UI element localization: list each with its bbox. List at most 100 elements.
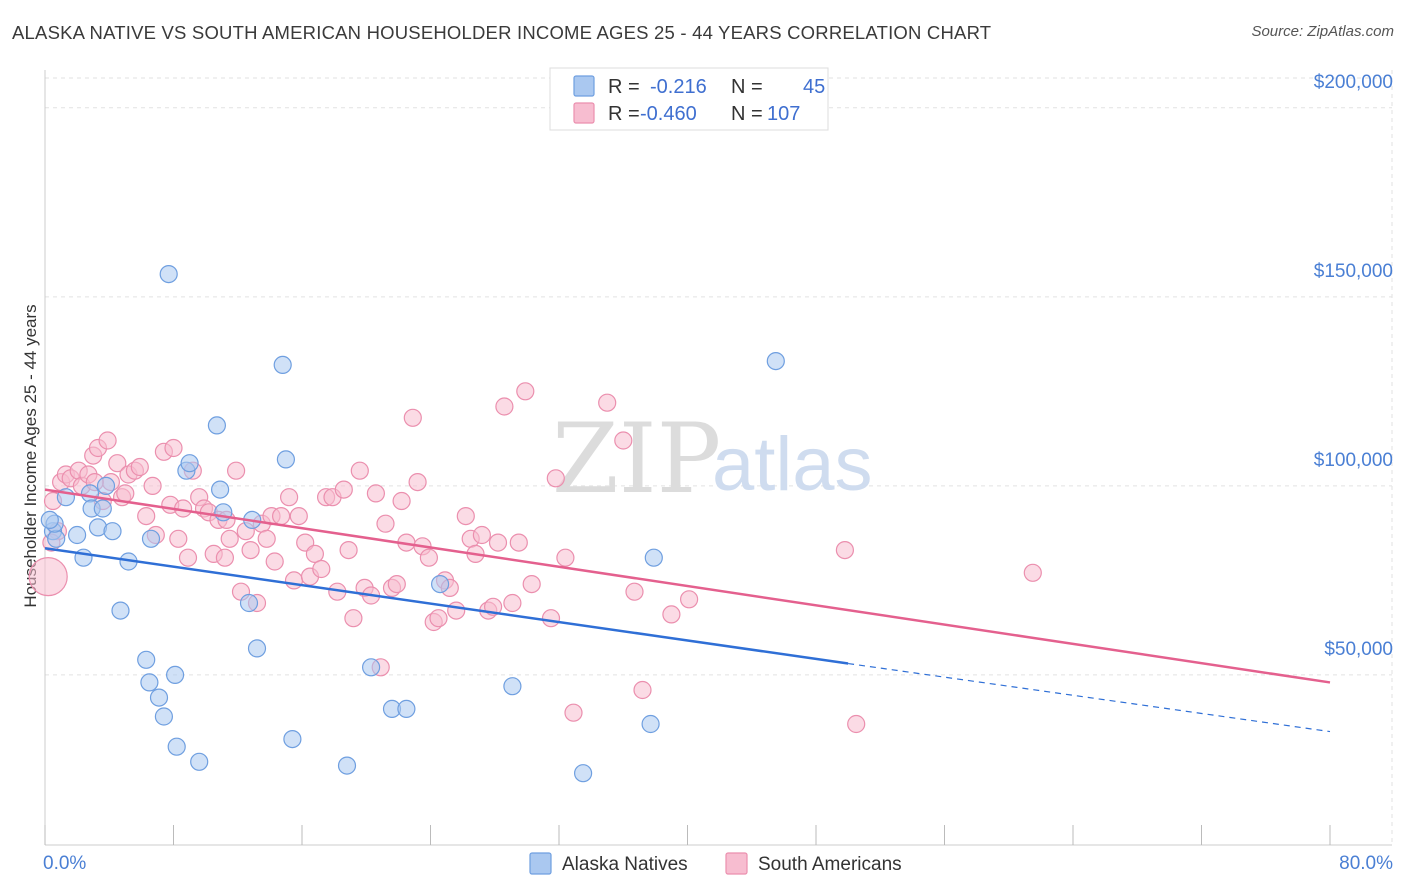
point-south-americans: [284, 571, 304, 590]
point-south-americans: [633, 680, 652, 700]
point-south-americans: [503, 593, 522, 613]
point-south-americans: [108, 454, 127, 473]
bottom-legend-label-alaska-natives: Alaska Natives: [562, 854, 688, 875]
point-south-americans: [541, 609, 561, 628]
point-alaska-natives: [431, 574, 450, 594]
point-south-americans: [488, 533, 508, 552]
point-south-americans: [137, 506, 156, 526]
trend-line-south-americans: [44, 488, 1331, 684]
bottom-legend-label-south-americans: South Americans: [758, 854, 902, 875]
point-south-americans: [241, 540, 260, 560]
bottom-legend-swatch-alaska-natives: [529, 852, 552, 875]
point-south-americans: [564, 703, 583, 722]
point-south-americans: [376, 514, 395, 533]
point-alaska-natives: [167, 737, 186, 756]
legend-swatch-south-americans: [573, 102, 595, 124]
chart-title: ALASKA NATIVE VS SOUTH AMERICAN HOUSEHOL…: [12, 22, 992, 43]
point-south-americans: [366, 484, 385, 503]
point-alaska-natives: [80, 484, 100, 503]
point-alaska-natives: [644, 548, 663, 567]
legend-r-value-2: -0.460: [640, 103, 697, 125]
point-alaska-natives: [180, 454, 199, 473]
legend-r-label-2: R =: [608, 103, 640, 125]
point-alaska-natives: [247, 639, 267, 658]
point-alaska-natives: [40, 510, 59, 530]
point-alaska-natives: [276, 450, 295, 469]
point-south-americans: [215, 548, 234, 567]
point-alaska-natives: [503, 677, 522, 696]
point-south-americans: [419, 548, 438, 567]
legend-n-value-1: 45: [803, 76, 825, 98]
stats-legend: R = -0.216 N = 45 R = -0.460 N = 107: [549, 67, 829, 131]
point-south-americans: [312, 559, 331, 579]
axes: $50,000 $100,000 $150,000 $200,000 0.0% 80.0%: [43, 70, 1393, 874]
point-south-americans: [334, 480, 353, 499]
point-south-americans: [546, 469, 565, 488]
watermark-atlas: atlas: [712, 422, 873, 507]
y-tick-label: $200,000: [1314, 72, 1393, 93]
point-south-americans: [164, 438, 183, 458]
point-south-americans: [1023, 563, 1042, 582]
point-south-americans: [392, 491, 411, 511]
legend-n-label-1: N =: [731, 76, 763, 98]
point-south-americans: [339, 540, 358, 560]
point-alaska-natives: [141, 529, 161, 548]
point-south-americans: [679, 590, 699, 609]
y-tick-label: $150,000: [1314, 261, 1393, 282]
point-alaska-natives: [766, 352, 785, 371]
point-south-americans: [227, 461, 246, 480]
point-south-americans: [847, 714, 866, 734]
point-south-americans: [625, 582, 644, 601]
x-tick-label-max: 80.0%: [1339, 853, 1393, 874]
point-alaska-natives: [96, 476, 116, 495]
point-alaska-natives: [67, 525, 87, 545]
point-alaska-natives: [140, 673, 159, 692]
point-alaska-natives: [573, 764, 593, 783]
point-south-americans: [447, 601, 466, 620]
point-south-americans: [257, 529, 276, 548]
y-axis-title: Householder Income Ages 25 - 44 years: [21, 304, 40, 607]
point-alaska-natives: [211, 480, 230, 499]
point-south-americans: [28, 556, 68, 597]
point-south-americans: [472, 525, 491, 545]
point-south-americans: [403, 408, 422, 427]
point-south-americans: [495, 397, 514, 416]
legend-r-value-1: -0.216: [650, 76, 707, 98]
point-south-americans: [169, 529, 188, 548]
point-alaska-natives: [641, 714, 660, 734]
point-alaska-natives: [337, 756, 357, 775]
point-south-americans: [387, 574, 406, 594]
point-alaska-natives: [397, 699, 416, 719]
point-alaska-natives: [273, 355, 292, 374]
point-south-americans: [220, 529, 239, 548]
watermark: ZIP atlas: [552, 403, 873, 515]
point-alaska-natives: [47, 529, 66, 548]
point-alaska-natives: [283, 729, 302, 749]
point-south-americans: [662, 605, 681, 624]
point-south-americans: [408, 473, 427, 492]
point-south-americans: [598, 393, 617, 412]
point-south-americans: [556, 548, 575, 567]
point-south-americans: [344, 609, 363, 628]
point-alaska-natives: [166, 665, 185, 685]
point-alaska-natives: [111, 601, 130, 620]
point-alaska-natives: [190, 752, 209, 771]
legend-swatch-alaska-natives: [573, 75, 595, 97]
point-south-americans: [265, 552, 284, 571]
point-alaska-natives: [159, 265, 178, 284]
bottom-legend-swatch-south-americans: [725, 852, 748, 875]
trend-lines: [44, 488, 1331, 733]
point-south-americans: [130, 457, 149, 477]
point-south-americans: [143, 476, 162, 495]
point-south-americans: [516, 382, 535, 401]
point-south-americans: [272, 506, 291, 526]
watermark-zip: ZIP: [552, 403, 721, 515]
legend-r-label-1: R =: [608, 76, 640, 98]
trend-line-alaska-natives-extrapolated: [848, 662, 1331, 733]
point-south-americans: [280, 488, 299, 507]
point-alaska-natives: [103, 522, 122, 541]
point-south-americans: [305, 544, 324, 564]
x-tick-label-min: 0.0%: [43, 853, 86, 874]
point-south-americans: [98, 431, 117, 450]
